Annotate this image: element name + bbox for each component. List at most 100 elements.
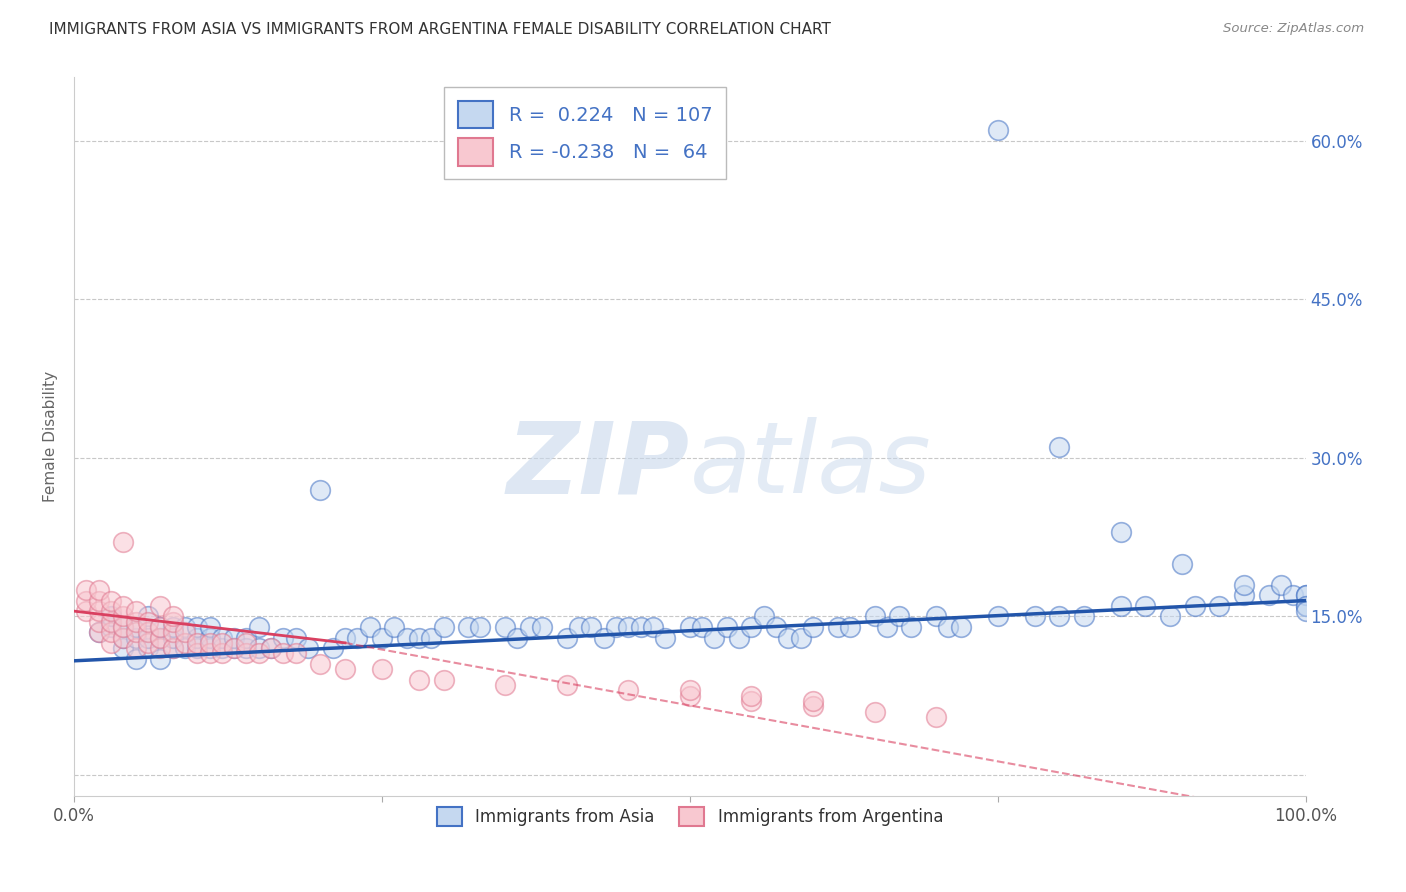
Point — [112, 641, 135, 656]
Point — [247, 641, 270, 656]
Point — [1295, 588, 1317, 602]
Point — [100, 593, 122, 607]
Point — [1295, 588, 1317, 602]
Point — [211, 631, 233, 645]
Point — [1270, 578, 1292, 592]
Point — [371, 631, 394, 645]
Point — [100, 620, 122, 634]
Point — [149, 651, 172, 665]
Point — [1159, 609, 1181, 624]
Point — [247, 620, 270, 634]
Text: IMMIGRANTS FROM ASIA VS IMMIGRANTS FROM ARGENTINA FEMALE DISABILITY CORRELATION : IMMIGRANTS FROM ASIA VS IMMIGRANTS FROM … — [49, 22, 831, 37]
Point — [186, 631, 208, 645]
Point — [654, 631, 676, 645]
Point — [235, 641, 257, 656]
Point — [531, 620, 554, 634]
Point — [617, 620, 640, 634]
Point — [581, 620, 603, 634]
Point — [112, 599, 135, 613]
Point — [925, 609, 948, 624]
Point — [124, 641, 146, 656]
Point — [75, 593, 97, 607]
Point — [149, 631, 172, 645]
Point — [801, 694, 824, 708]
Point — [679, 689, 702, 703]
Point — [198, 636, 221, 650]
Point — [309, 657, 332, 671]
Point — [174, 625, 197, 640]
Point — [605, 620, 627, 634]
Text: atlas: atlas — [690, 417, 931, 514]
Point — [1024, 609, 1046, 624]
Point — [112, 620, 135, 634]
Point — [100, 615, 122, 629]
Point — [863, 705, 886, 719]
Point — [728, 631, 751, 645]
Point — [346, 631, 368, 645]
Point — [925, 710, 948, 724]
Point — [1295, 599, 1317, 613]
Point — [162, 609, 184, 624]
Point — [124, 604, 146, 618]
Point — [863, 609, 886, 624]
Point — [371, 662, 394, 676]
Point — [162, 641, 184, 656]
Point — [1295, 599, 1317, 613]
Point — [235, 636, 257, 650]
Point — [149, 631, 172, 645]
Point — [198, 620, 221, 634]
Point — [382, 620, 405, 634]
Point — [1184, 599, 1206, 613]
Point — [112, 631, 135, 645]
Point — [100, 609, 122, 624]
Point — [162, 620, 184, 634]
Point — [1282, 588, 1305, 602]
Point — [494, 678, 516, 692]
Point — [136, 631, 159, 645]
Point — [1171, 557, 1194, 571]
Point — [322, 641, 344, 656]
Point — [112, 609, 135, 624]
Point — [136, 615, 159, 629]
Point — [457, 620, 479, 634]
Point — [224, 641, 246, 656]
Point — [408, 673, 430, 687]
Point — [124, 625, 146, 640]
Point — [838, 620, 860, 634]
Point — [420, 631, 443, 645]
Point — [1109, 524, 1132, 539]
Point — [987, 123, 1010, 137]
Point — [284, 647, 307, 661]
Point — [211, 636, 233, 650]
Point — [801, 699, 824, 714]
Point — [149, 641, 172, 656]
Point — [284, 631, 307, 645]
Point — [273, 647, 295, 661]
Point — [87, 625, 110, 640]
Point — [987, 609, 1010, 624]
Point — [1135, 599, 1157, 613]
Point — [1047, 440, 1070, 454]
Point — [87, 625, 110, 640]
Point — [112, 620, 135, 634]
Point — [752, 609, 775, 624]
Point — [124, 615, 146, 629]
Point — [112, 535, 135, 549]
Point — [789, 631, 811, 645]
Legend: Immigrants from Asia, Immigrants from Argentina: Immigrants from Asia, Immigrants from Ar… — [429, 799, 952, 835]
Point — [224, 641, 246, 656]
Point — [703, 631, 725, 645]
Point — [198, 641, 221, 656]
Point — [247, 647, 270, 661]
Point — [186, 636, 208, 650]
Point — [162, 625, 184, 640]
Point — [408, 631, 430, 645]
Point — [827, 620, 849, 634]
Point — [112, 631, 135, 645]
Point — [136, 625, 159, 640]
Point — [1257, 588, 1279, 602]
Point — [876, 620, 898, 634]
Point — [124, 620, 146, 634]
Point — [136, 641, 159, 656]
Point — [630, 620, 652, 634]
